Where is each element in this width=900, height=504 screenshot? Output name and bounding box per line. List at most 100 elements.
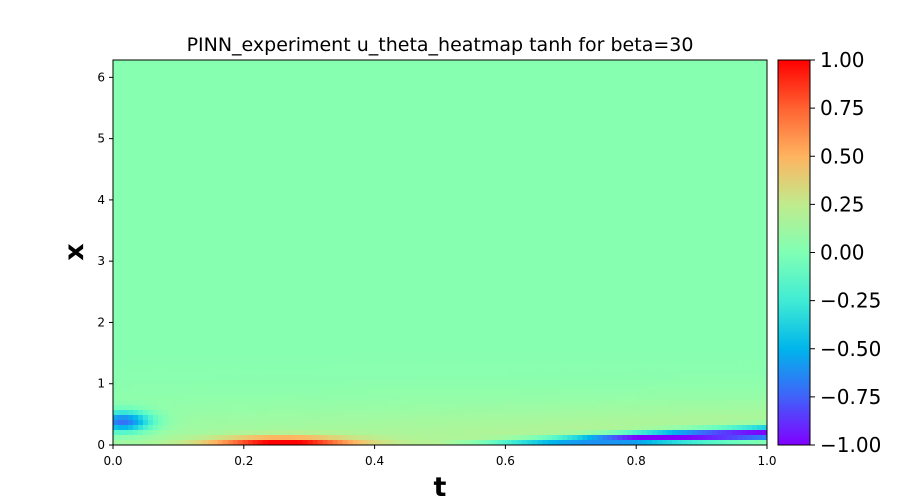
- heatmap-cell: [362, 165, 369, 171]
- heatmap-cell: [427, 110, 434, 116]
- heatmap-cell: [212, 195, 219, 201]
- heatmap-cell: [282, 165, 289, 171]
- heatmap-cell: [407, 95, 414, 101]
- heatmap-cell: [497, 215, 503, 221]
- heatmap-cell: [552, 235, 558, 241]
- heatmap-cell: [167, 225, 174, 231]
- heatmap-cell: [272, 165, 279, 171]
- heatmap-cell: [452, 155, 459, 161]
- heatmap-cell: [332, 195, 339, 201]
- heatmap-cell: [407, 160, 414, 166]
- heatmap-cell: [342, 65, 349, 71]
- heatmap-cell: [142, 240, 149, 246]
- heatmap-cell: [612, 225, 618, 231]
- heatmap-cell: [242, 80, 249, 86]
- heatmap-cell: [137, 80, 144, 86]
- heatmap-cell: [422, 170, 429, 176]
- heatmap-cell: [377, 90, 384, 96]
- heatmap-cell: [227, 175, 234, 181]
- heatmap-cell: [197, 225, 204, 231]
- heatmap-cell: [417, 200, 424, 206]
- heatmap-cell: [247, 160, 254, 166]
- heatmap-cell: [387, 175, 394, 181]
- heatmap-cell: [602, 150, 608, 156]
- heatmap-cell: [372, 230, 379, 236]
- heatmap-cell: [552, 220, 558, 226]
- heatmap-cell: [712, 110, 718, 116]
- heatmap-cell: [402, 155, 409, 161]
- heatmap-cell: [287, 190, 294, 196]
- heatmap-cell: [452, 190, 459, 196]
- heatmap-cell: [597, 120, 603, 126]
- heatmap-cell: [692, 235, 698, 241]
- heatmap-cell: [412, 210, 419, 216]
- heatmap-cell: [272, 80, 279, 86]
- heatmap-cell: [557, 95, 563, 101]
- heatmap-cell: [532, 200, 538, 206]
- heatmap-cell: [177, 130, 184, 136]
- heatmap-cell: [682, 165, 688, 171]
- heatmap-cell: [177, 95, 184, 101]
- heatmap-cell: [212, 240, 219, 246]
- heatmap-cell: [332, 120, 339, 126]
- heatmap-cell: [732, 130, 738, 136]
- heatmap-cell: [717, 195, 723, 201]
- heatmap-cell: [577, 105, 583, 111]
- heatmap-cell: [437, 240, 444, 246]
- heatmap-cell: [152, 105, 159, 111]
- heatmap-cell: [322, 90, 329, 96]
- heatmap-cell: [232, 205, 239, 211]
- heatmap-cell: [342, 230, 349, 236]
- heatmap-cell: [337, 230, 344, 236]
- heatmap-cell: [457, 120, 464, 126]
- heatmap-cell: [132, 230, 139, 236]
- heatmap-cell: [712, 180, 718, 186]
- heatmap-cell: [157, 250, 164, 256]
- heatmap-cell: [572, 215, 578, 221]
- heatmap-cell: [147, 195, 154, 201]
- heatmap-cell: [497, 155, 503, 161]
- heatmap-cell: [592, 230, 598, 236]
- heatmap-cell: [432, 105, 439, 111]
- heatmap-cell: [467, 135, 474, 141]
- heatmap-cell: [487, 185, 494, 191]
- heatmap-cell: [297, 90, 304, 96]
- heatmap-cell: [507, 245, 513, 251]
- heatmap-cell: [672, 200, 678, 206]
- heatmap-cell: [712, 150, 718, 156]
- heatmap-cell: [502, 225, 508, 231]
- heatmap-cell: [627, 210, 633, 216]
- heatmap-cell: [527, 245, 533, 251]
- heatmap-cell: [342, 215, 349, 221]
- heatmap-cell: [302, 135, 309, 141]
- heatmap-cell: [382, 195, 389, 201]
- heatmap-cell: [412, 225, 419, 231]
- heatmap-cell: [187, 210, 194, 216]
- heatmap-cell: [637, 75, 643, 81]
- heatmap-cell: [132, 65, 139, 71]
- heatmap-cell: [352, 170, 359, 176]
- heatmap-cell: [232, 210, 239, 216]
- heatmap-cell: [457, 235, 464, 241]
- heatmap-cell: [482, 165, 489, 171]
- heatmap-cell: [137, 75, 144, 81]
- heatmap-cell: [372, 135, 379, 141]
- heatmap-cell: [587, 240, 593, 246]
- heatmap-cell: [417, 150, 424, 156]
- heatmap-cell: [113, 105, 119, 111]
- heatmap-cell: [247, 210, 254, 216]
- heatmap-cell: [222, 135, 229, 141]
- heatmap-cell: [657, 100, 663, 106]
- heatmap-cell: [412, 75, 419, 81]
- heatmap-cell: [697, 65, 703, 71]
- heatmap-cell: [632, 185, 638, 191]
- heatmap-cell: [647, 155, 653, 161]
- heatmap-cell: [242, 230, 249, 236]
- heatmap-cell: [137, 185, 144, 191]
- heatmap-cell: [127, 240, 134, 246]
- heatmap-cell: [272, 100, 279, 106]
- heatmap-cell: [687, 230, 693, 236]
- heatmap-cell: [687, 120, 693, 126]
- heatmap-cell: [172, 65, 179, 71]
- heatmap-cell: [762, 205, 767, 211]
